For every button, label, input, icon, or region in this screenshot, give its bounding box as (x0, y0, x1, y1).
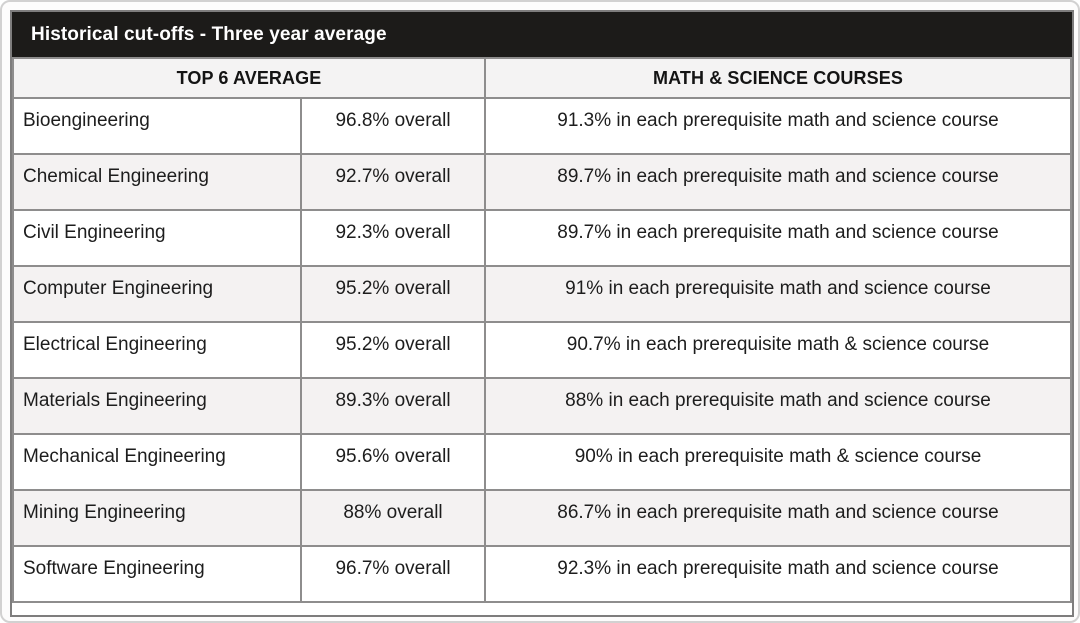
table-row: Computer Engineering 95.2% overall 91% i… (12, 265, 1072, 323)
overall-average-cell: 96.7% overall (300, 545, 486, 603)
overall-average-cell: 95.2% overall (300, 321, 486, 379)
math-science-cell: 86.7% in each prerequisite math and scie… (484, 489, 1072, 547)
table-row: Mining Engineering 88% overall 86.7% in … (12, 489, 1072, 547)
overall-average-cell: 96.8% overall (300, 97, 486, 155)
program-name-cell: Mechanical Engineering (12, 433, 302, 491)
overall-average-cell: 89.3% overall (300, 377, 486, 435)
table-row: Software Engineering 96.7% overall 92.3%… (12, 545, 1072, 603)
overall-average-cell: 92.3% overall (300, 209, 486, 267)
table-row: Chemical Engineering 92.7% overall 89.7%… (12, 153, 1072, 211)
table-row: Materials Engineering 89.3% overall 88% … (12, 377, 1072, 435)
math-science-cell: 92.3% in each prerequisite math and scie… (484, 545, 1072, 603)
overall-average-cell: 92.7% overall (300, 153, 486, 211)
program-name-cell: Electrical Engineering (12, 321, 302, 379)
program-name-cell: Civil Engineering (12, 209, 302, 267)
math-science-cell: 89.7% in each prerequisite math and scie… (484, 153, 1072, 211)
header-row: TOP 6 AVERAGE MATH & SCIENCE COURSES (12, 57, 1072, 99)
program-name-cell: Software Engineering (12, 545, 302, 603)
math-science-cell: 89.7% in each prerequisite math and scie… (484, 209, 1072, 267)
cutoffs-grid: TOP 6 AVERAGE MATH & SCIENCE COURSES Bio… (12, 57, 1072, 603)
program-name-cell: Bioengineering (12, 97, 302, 155)
table-row: Bioengineering 96.8% overall 91.3% in ea… (12, 97, 1072, 155)
math-science-cell: 90.7% in each prerequisite math & scienc… (484, 321, 1072, 379)
program-name-cell: Computer Engineering (12, 265, 302, 323)
column-header-math-science: MATH & SCIENCE COURSES (484, 57, 1072, 99)
program-name-cell: Materials Engineering (12, 377, 302, 435)
math-science-cell: 91% in each prerequisite math and scienc… (484, 265, 1072, 323)
column-header-top6-average: TOP 6 AVERAGE (12, 57, 486, 99)
table-row: Civil Engineering 92.3% overall 89.7% in… (12, 209, 1072, 267)
cutoffs-table: Historical cut-offs - Three year average… (10, 10, 1074, 617)
table-title: Historical cut-offs - Three year average (12, 12, 1072, 57)
overall-average-cell: 95.6% overall (300, 433, 486, 491)
math-science-cell: 88% in each prerequisite math and scienc… (484, 377, 1072, 435)
table-row: Electrical Engineering 95.2% overall 90.… (12, 321, 1072, 379)
overall-average-cell: 88% overall (300, 489, 486, 547)
program-name-cell: Chemical Engineering (12, 153, 302, 211)
overall-average-cell: 95.2% overall (300, 265, 486, 323)
table-row: Mechanical Engineering 95.6% overall 90%… (12, 433, 1072, 491)
math-science-cell: 91.3% in each prerequisite math and scie… (484, 97, 1072, 155)
math-science-cell: 90% in each prerequisite math & science … (484, 433, 1072, 491)
program-name-cell: Mining Engineering (12, 489, 302, 547)
